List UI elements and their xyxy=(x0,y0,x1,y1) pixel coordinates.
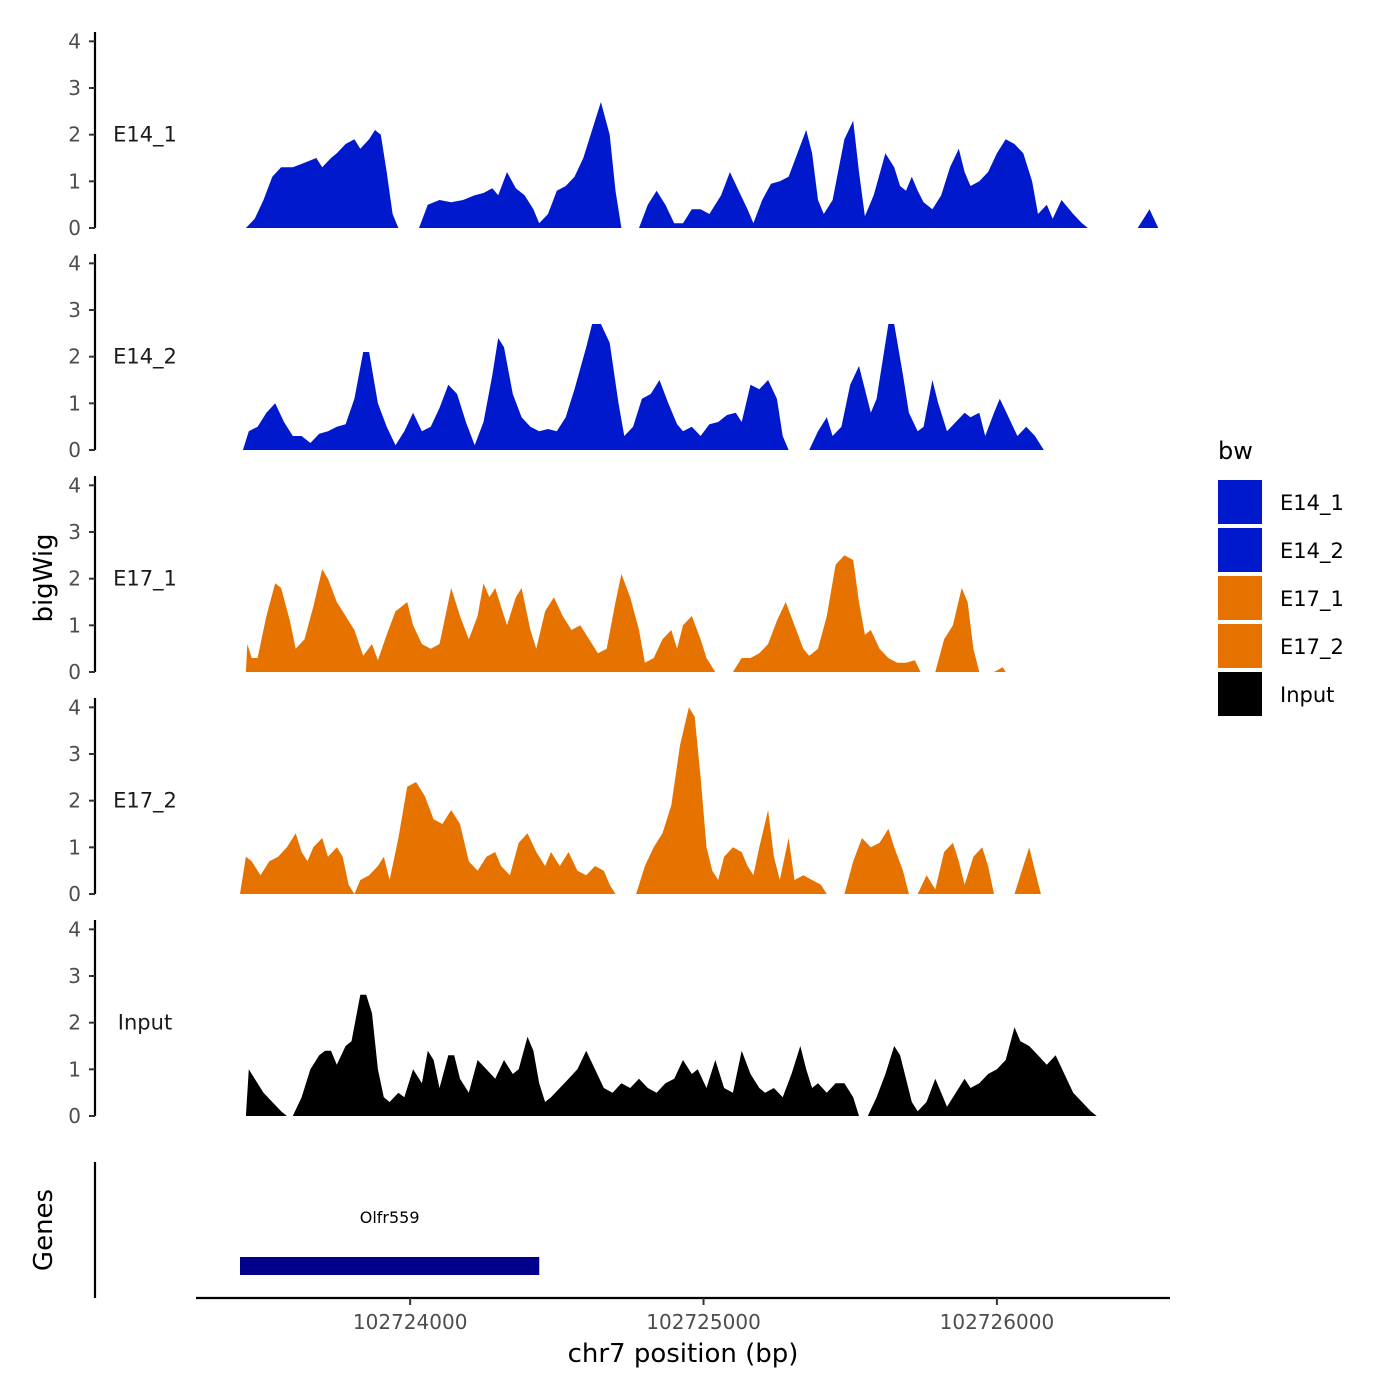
signal-area-e17_1 xyxy=(245,569,716,672)
y-tick-label: 1 xyxy=(68,613,81,637)
y-tick-label: 3 xyxy=(68,742,81,766)
y-tick-label: 0 xyxy=(68,438,81,462)
signal-area-e14_1 xyxy=(245,130,399,228)
y-tick-label: 0 xyxy=(68,660,81,684)
track-label: E17_2 xyxy=(113,789,177,814)
legend-label: E14_1 xyxy=(1280,491,1344,516)
signal-area-e17_1 xyxy=(994,667,1006,672)
track-panel-e14_1: 0 1 2 3 4 E14_1 xyxy=(68,29,1159,240)
x-tick-label: 102725000 xyxy=(646,1310,761,1334)
signal-tracks: 0 1 2 3 4 E14_1 0 1 2 3 4 E14_2 0 1 2 3 4 E17_1 0 1 2 3 4 E17_2… xyxy=(68,29,1159,1128)
signal-area-e14_1 xyxy=(1137,209,1159,228)
y-tick-label: 1 xyxy=(68,391,81,415)
y-tick-label: 0 xyxy=(68,882,81,906)
track-panel-input: 0 1 2 3 4 Input xyxy=(68,917,1097,1128)
signal-area-e14_2 xyxy=(809,324,1044,450)
signal-area-e17_2 xyxy=(1014,847,1041,894)
track-label: E17_1 xyxy=(113,567,177,592)
x-tick-label: 102724000 xyxy=(353,1310,468,1334)
legend-key xyxy=(1218,624,1262,668)
track-label: Input xyxy=(118,1011,172,1035)
x-axis: 102724000 102725000 102726000 xyxy=(196,1296,1170,1334)
genes-track: Olfr559 xyxy=(93,1162,540,1298)
track-label: E14_1 xyxy=(113,123,177,148)
y-tick-label: 2 xyxy=(68,123,81,147)
signal-area-input xyxy=(245,1069,287,1116)
legend-key xyxy=(1218,480,1262,524)
signal-area-input xyxy=(867,1027,1097,1116)
y-tick-label: 2 xyxy=(68,345,81,369)
legend-key xyxy=(1218,672,1262,716)
signal-area-e14_1 xyxy=(419,102,622,228)
y-tick-label: 1 xyxy=(68,835,81,859)
legend-label: E17_2 xyxy=(1280,635,1344,660)
gene-label: Olfr559 xyxy=(360,1208,420,1227)
x-tick-label: 102726000 xyxy=(940,1310,1055,1334)
legend-key xyxy=(1218,576,1262,620)
y-tick-label: 4 xyxy=(68,695,81,719)
y-tick-label: 0 xyxy=(68,216,81,240)
x-axis-title: chr7 position (bp) xyxy=(568,1339,799,1369)
y-tick-label: 2 xyxy=(68,1011,81,1035)
signal-area-e17_1 xyxy=(935,588,980,672)
gene-bar xyxy=(240,1257,540,1275)
legend-title: bw xyxy=(1218,437,1253,465)
y-tick-label: 3 xyxy=(68,76,81,100)
legend-key xyxy=(1218,528,1262,572)
y-tick-label: 3 xyxy=(68,520,81,544)
signal-area-e17_2 xyxy=(917,842,994,894)
y-axis-title: bigWig xyxy=(29,533,59,622)
signal-area-e17_2 xyxy=(240,782,616,894)
y-tick-label: 2 xyxy=(68,567,81,591)
legend: bw E14_1 E14_2 E17_1 E17_2 Input xyxy=(1218,437,1344,716)
y-tick-label: 3 xyxy=(68,964,81,988)
legend-label: E17_1 xyxy=(1280,587,1344,612)
y-tick-label: 1 xyxy=(68,1057,81,1081)
signal-area-e17_1 xyxy=(732,555,921,672)
y-tick-label: 4 xyxy=(68,29,81,53)
signal-area-input xyxy=(292,994,859,1116)
signal-area-e17_2 xyxy=(636,707,827,894)
track-panel-e17_1: 0 1 2 3 4 E17_1 xyxy=(68,473,1006,684)
y-tick-label: 4 xyxy=(68,473,81,497)
track-panel-e17_2: 0 1 2 3 4 E17_2 xyxy=(68,695,1041,906)
signal-area-e17_2 xyxy=(844,828,909,894)
legend-label: E14_2 xyxy=(1280,539,1344,564)
signal-area-e14_2 xyxy=(242,324,789,450)
track-panel-e14_2: 0 1 2 3 4 E14_2 xyxy=(68,251,1044,462)
y-tick-label: 2 xyxy=(68,789,81,813)
genes-track-title: Genes xyxy=(29,1189,59,1271)
y-tick-label: 3 xyxy=(68,298,81,322)
track-label: E14_2 xyxy=(113,345,177,370)
y-tick-label: 0 xyxy=(68,1104,81,1128)
y-tick-label: 4 xyxy=(68,917,81,941)
legend-label: Input xyxy=(1280,683,1334,707)
y-tick-label: 1 xyxy=(68,169,81,193)
y-tick-label: 4 xyxy=(68,251,81,275)
signal-area-e14_1 xyxy=(639,120,1088,228)
